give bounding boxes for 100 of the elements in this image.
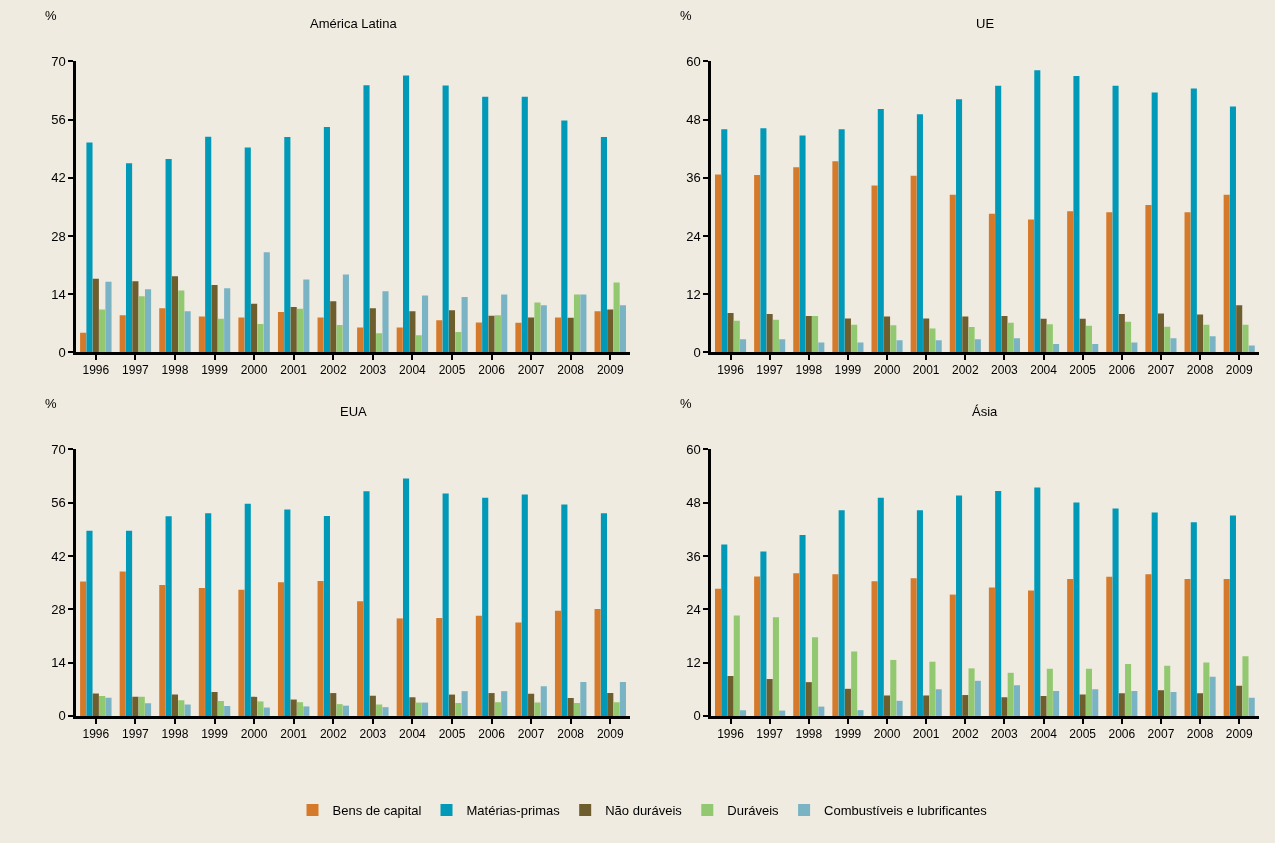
bar: [442, 493, 449, 716]
y-tick-label: 14: [51, 286, 66, 302]
bar: [916, 114, 923, 353]
bar: [277, 312, 285, 353]
bar: [910, 175, 917, 353]
bar: [422, 295, 429, 353]
bar: [1151, 92, 1158, 353]
bar: [877, 108, 884, 353]
x-tick-label: 2005: [1069, 363, 1097, 378]
x-tick-label: 2004: [1030, 363, 1058, 378]
bar: [988, 587, 995, 716]
bar: [290, 307, 297, 353]
bar: [217, 701, 224, 716]
bar: [721, 544, 728, 716]
bar: [415, 702, 422, 716]
bar: [138, 296, 145, 353]
bar: [396, 618, 403, 716]
bar: [844, 318, 851, 353]
x-tick-label: 2006: [1108, 727, 1136, 742]
bar: [257, 701, 264, 716]
y-tick-label: 28: [51, 228, 66, 244]
bar: [613, 282, 620, 353]
bar: [1079, 318, 1086, 353]
bar: [263, 252, 270, 353]
bar: [1007, 672, 1014, 716]
bar: [461, 297, 468, 353]
bar: [330, 693, 337, 716]
bar: [171, 694, 179, 716]
bar: [330, 301, 337, 353]
bar: [403, 75, 410, 353]
bar: [916, 510, 923, 716]
bar: [521, 494, 528, 716]
bar: [357, 601, 364, 716]
bar: [838, 129, 845, 353]
bar: [1203, 662, 1210, 716]
bar: [923, 318, 930, 353]
bar: [159, 584, 166, 716]
bar: [211, 285, 218, 353]
x-tick-label: 2003: [991, 727, 1019, 742]
y-tick-label: 42: [51, 170, 66, 186]
bar: [1034, 487, 1041, 716]
bar: [382, 707, 389, 716]
bar: [244, 147, 251, 353]
x-tick-label: 2004: [399, 363, 427, 378]
bar: [956, 495, 963, 716]
bar: [766, 679, 773, 716]
bar: [184, 311, 191, 353]
x-tick-label: 2000: [873, 363, 901, 378]
x-tick-label: 1996: [82, 727, 110, 742]
bar: [1067, 579, 1074, 716]
bar: [1203, 324, 1210, 353]
x-tick-label: 1997: [122, 363, 150, 378]
bar: [962, 695, 969, 716]
bar: [968, 668, 975, 716]
bar: [251, 696, 258, 716]
y-tick-label: 0: [693, 344, 701, 360]
bar: [1197, 314, 1204, 353]
bar: [1040, 318, 1047, 353]
x-tick-label: 2000: [873, 727, 901, 742]
x-tick-label: 2009: [1225, 727, 1253, 742]
bar: [92, 693, 99, 716]
bar: [956, 99, 963, 353]
bar: [968, 327, 975, 353]
bar: [86, 530, 93, 716]
bar: [198, 316, 205, 353]
bar: [336, 324, 343, 353]
y-tick-label: 24: [686, 228, 701, 244]
bar: [178, 290, 185, 353]
x-tick-label: 2006: [478, 363, 506, 378]
bar: [1151, 512, 1158, 716]
bar: [799, 135, 806, 353]
bar: [132, 281, 139, 353]
x-tick-label: 2003: [991, 363, 1019, 378]
bar: [929, 661, 936, 716]
bar: [99, 696, 106, 716]
y-axis-title: %: [680, 396, 692, 411]
bar: [528, 317, 535, 353]
bar: [567, 698, 574, 716]
bar: [812, 315, 819, 353]
bar: [890, 659, 897, 716]
bar: [1145, 574, 1152, 716]
bar: [890, 325, 897, 353]
y-tick-label: 24: [686, 601, 701, 617]
bar: [1013, 338, 1020, 353]
bar: [540, 686, 547, 716]
bar: [515, 622, 522, 716]
x-tick-label: 2000: [240, 727, 268, 742]
bar: [336, 704, 343, 716]
bar: [1028, 590, 1035, 716]
bar: [217, 318, 224, 353]
x-tick-label: 1998: [161, 727, 189, 742]
x-tick-label: 2005: [1069, 727, 1097, 742]
bar: [772, 319, 779, 353]
bar: [165, 159, 172, 353]
bar: [317, 317, 324, 353]
y-tick-label: 70: [51, 53, 66, 69]
bar: [521, 96, 528, 353]
x-tick-label: 2008: [1186, 363, 1214, 378]
bar: [1118, 314, 1125, 353]
bar: [184, 704, 191, 716]
